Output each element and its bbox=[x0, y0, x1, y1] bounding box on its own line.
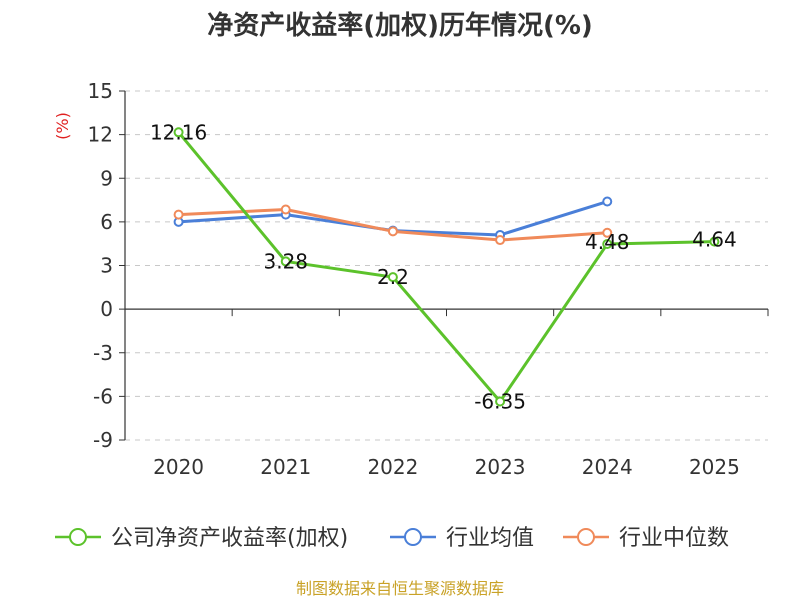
legend-label: 行业均值 bbox=[446, 526, 534, 551]
series-point-2[interactable] bbox=[173, 209, 184, 220]
y-axis-unit: (%) bbox=[53, 112, 72, 140]
x-tick-label: 2021 bbox=[260, 455, 311, 479]
legend-item-0[interactable]: 公司净资产收益率(加权) bbox=[55, 526, 348, 551]
series-point-2[interactable] bbox=[280, 204, 291, 215]
y-tick-label: 0 bbox=[100, 297, 113, 321]
legend: 公司净资产收益率(加权) 行业均值 行业中位数 bbox=[55, 526, 729, 551]
x-tick-label: 2024 bbox=[582, 455, 633, 479]
source-note: 制图数据来自恒生聚源数据库 bbox=[296, 579, 504, 598]
y-tick-label: 15 bbox=[88, 79, 113, 103]
x-tick-label: 2022 bbox=[367, 455, 418, 479]
data-label: -6.35 bbox=[474, 389, 526, 413]
data-labels: 12.16 3.28 2.2 -6.35 4.48 4.64 bbox=[150, 120, 737, 413]
series-point-2[interactable] bbox=[602, 227, 613, 238]
y-tick-label: -3 bbox=[93, 341, 113, 365]
legend-label: 公司净资产收益率(加权) bbox=[111, 526, 348, 551]
y-tick-label: 6 bbox=[100, 210, 113, 234]
x-tick-label: 2023 bbox=[475, 455, 526, 479]
data-label: 4.48 bbox=[585, 230, 630, 254]
series-line-0 bbox=[177, 131, 715, 403]
y-tick-labels: 15 12 9 6 3 0 -3 -6 -9 bbox=[88, 79, 113, 452]
x-tick-label: 2025 bbox=[689, 455, 740, 479]
y-tick-label: -9 bbox=[93, 428, 113, 452]
series-point-2[interactable] bbox=[387, 226, 398, 237]
legend-swatch-marker bbox=[404, 528, 422, 546]
x-tick-label: 2020 bbox=[153, 455, 204, 479]
y-tick-label: 9 bbox=[100, 166, 113, 190]
legend-swatch-marker bbox=[577, 528, 595, 546]
legend-item-2[interactable]: 行业中位数 bbox=[563, 526, 729, 551]
series-point-0[interactable] bbox=[280, 256, 291, 267]
data-label: 2.2 bbox=[377, 265, 409, 289]
axes bbox=[119, 90, 769, 441]
series-point-0[interactable] bbox=[495, 396, 506, 407]
legend-label: 行业中位数 bbox=[619, 526, 729, 551]
series-point-0[interactable] bbox=[387, 272, 398, 283]
series-group bbox=[173, 127, 720, 407]
series-point-1[interactable] bbox=[602, 196, 613, 207]
series-point-0[interactable] bbox=[173, 127, 184, 138]
data-label: 4.64 bbox=[692, 228, 737, 252]
series-point-0[interactable] bbox=[709, 236, 720, 247]
y-tick-label: 12 bbox=[88, 123, 113, 147]
legend-swatch-marker bbox=[69, 528, 87, 546]
y-tick-label: 3 bbox=[100, 254, 113, 278]
data-label: 3.28 bbox=[263, 249, 308, 273]
data-label: 12.16 bbox=[150, 120, 207, 144]
series-point-2[interactable] bbox=[495, 235, 506, 246]
legend-item-1[interactable]: 行业均值 bbox=[390, 526, 534, 551]
y-tick-label: -6 bbox=[93, 384, 113, 408]
series-point-0[interactable] bbox=[602, 238, 613, 249]
chart-title: 净资产收益率(加权)历年情况(%) bbox=[207, 10, 593, 41]
grid-lines bbox=[125, 90, 768, 441]
x-tick-labels: 2020 2021 2022 2023 2024 2025 bbox=[153, 455, 740, 479]
